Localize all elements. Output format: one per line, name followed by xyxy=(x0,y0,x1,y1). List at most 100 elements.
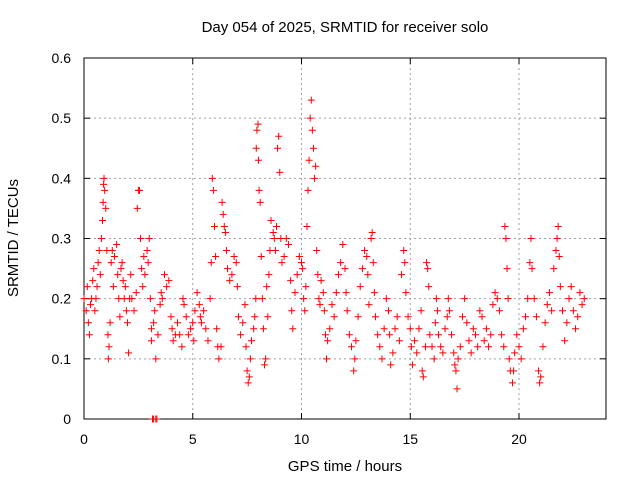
data-point xyxy=(444,295,452,303)
data-point xyxy=(552,247,560,255)
data-point xyxy=(363,253,371,261)
data-point xyxy=(287,277,295,285)
data-point xyxy=(415,325,423,333)
data-point xyxy=(211,222,218,230)
data-point xyxy=(275,132,283,140)
data-point xyxy=(522,313,530,321)
data-point xyxy=(109,283,117,291)
data-point xyxy=(387,361,395,369)
data-point xyxy=(495,307,503,315)
data-point xyxy=(250,325,258,333)
data-point xyxy=(195,301,203,309)
data-point xyxy=(320,307,328,315)
data-point xyxy=(315,295,323,303)
data-point xyxy=(96,271,104,279)
data-point xyxy=(367,235,375,242)
data-point xyxy=(439,349,447,357)
data-point xyxy=(517,355,525,363)
data-point xyxy=(341,265,349,273)
data-point xyxy=(532,313,540,321)
data-point xyxy=(482,325,490,333)
data-point xyxy=(441,325,449,333)
data-point xyxy=(369,259,377,267)
data-point xyxy=(389,349,397,357)
data-point xyxy=(154,331,162,339)
data-point xyxy=(94,259,102,267)
data-point xyxy=(100,180,108,188)
data-point xyxy=(364,271,372,279)
data-point xyxy=(298,259,305,267)
data-point xyxy=(206,295,214,303)
data-point xyxy=(578,301,586,309)
data-point xyxy=(309,144,317,152)
data-point xyxy=(348,343,356,351)
data-point xyxy=(478,313,486,321)
data-point xyxy=(144,259,152,267)
data-point xyxy=(153,415,161,423)
data-point xyxy=(245,373,253,381)
data-point xyxy=(104,331,112,339)
data-point xyxy=(271,247,279,255)
y-tick-label: 0.1 xyxy=(52,351,72,367)
data-point xyxy=(342,289,350,297)
data-point xyxy=(270,235,278,242)
data-point xyxy=(425,283,433,291)
data-point xyxy=(133,204,141,212)
data-point xyxy=(312,162,320,170)
data-point xyxy=(234,313,242,321)
data-point xyxy=(257,253,265,261)
data-point xyxy=(200,307,208,315)
data-point xyxy=(352,337,360,345)
data-point xyxy=(255,186,263,194)
data-point xyxy=(433,307,441,315)
data-point xyxy=(128,295,136,303)
data-point xyxy=(184,331,192,339)
data-point xyxy=(93,283,101,291)
data-point xyxy=(114,271,122,279)
data-point xyxy=(246,355,254,363)
data-point xyxy=(330,313,338,321)
data-point xyxy=(208,174,216,182)
data-point xyxy=(145,235,153,242)
data-point xyxy=(160,271,168,279)
data-point xyxy=(343,307,351,315)
data-point xyxy=(100,174,108,182)
data-point xyxy=(386,331,394,339)
data-point xyxy=(98,216,106,224)
data-point xyxy=(548,307,556,315)
data-point xyxy=(511,349,519,357)
data-point xyxy=(539,343,547,351)
data-point xyxy=(182,313,190,321)
data-point xyxy=(404,313,412,321)
data-point xyxy=(374,331,382,339)
data-point xyxy=(89,277,97,285)
data-point xyxy=(413,349,421,357)
data-point xyxy=(493,295,501,303)
data-point xyxy=(167,313,175,321)
data-point xyxy=(217,343,225,351)
data-point xyxy=(147,325,155,333)
data-point xyxy=(339,241,347,249)
data-point xyxy=(117,265,125,273)
data-point xyxy=(221,228,229,236)
data-point xyxy=(226,277,234,285)
data-point xyxy=(430,355,438,363)
data-point xyxy=(124,319,131,327)
data-point xyxy=(437,343,445,351)
data-point xyxy=(132,289,140,297)
data-point xyxy=(572,325,580,333)
data-point xyxy=(299,265,307,273)
data-point xyxy=(528,265,536,273)
data-point xyxy=(561,337,569,345)
data-point xyxy=(141,271,149,279)
data-point xyxy=(559,307,566,315)
data-point xyxy=(289,325,297,333)
data-point xyxy=(101,186,109,194)
data-point xyxy=(319,289,327,297)
data-point xyxy=(311,174,319,182)
data-point xyxy=(180,301,188,309)
data-point xyxy=(168,325,176,333)
data-point xyxy=(158,295,166,303)
data-point xyxy=(421,343,429,351)
data-point xyxy=(179,295,187,303)
